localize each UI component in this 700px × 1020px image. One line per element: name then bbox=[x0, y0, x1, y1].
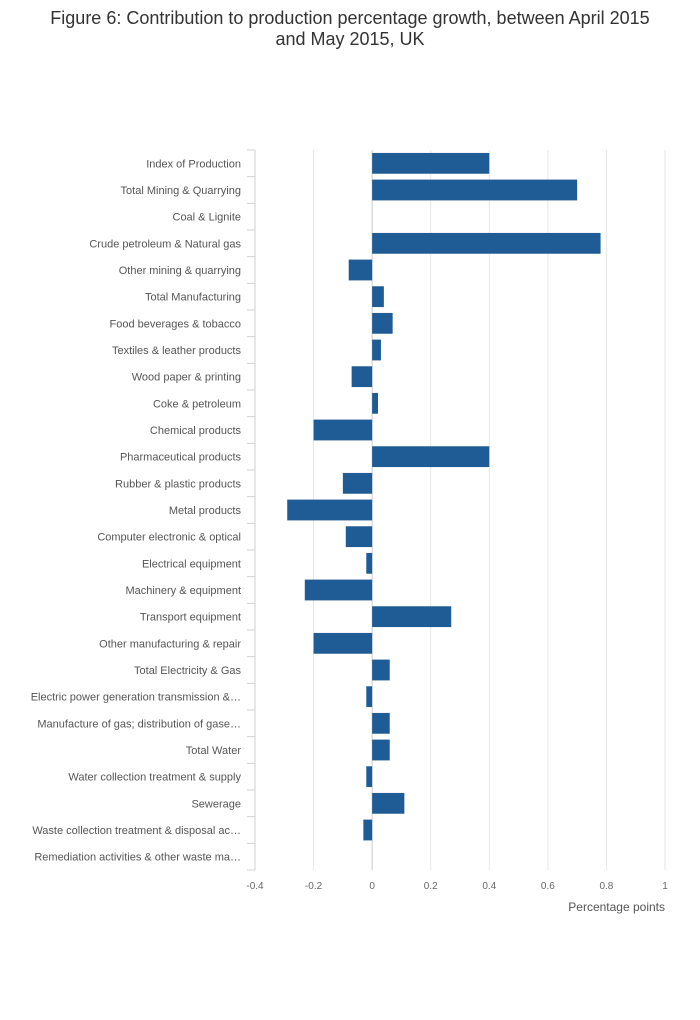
bar bbox=[372, 659, 390, 681]
category-label: Machinery & equipment bbox=[125, 585, 241, 597]
bars bbox=[287, 152, 601, 841]
bar bbox=[372, 312, 393, 334]
bar bbox=[342, 472, 373, 494]
bar bbox=[313, 419, 373, 441]
category-label: Waste collection treatment & disposal ac… bbox=[32, 825, 241, 837]
x-tick-label: 1 bbox=[662, 881, 668, 892]
bar bbox=[366, 686, 373, 708]
chart-title: Figure 6: Contribution to production per… bbox=[50, 8, 649, 49]
y-axis: Index of Production Total Mining & Quarry… bbox=[31, 149, 256, 871]
chart-title-line-2: and May 2015, UK bbox=[275, 29, 424, 49]
bar bbox=[345, 526, 373, 548]
category-label: Metal products bbox=[169, 505, 242, 517]
bar bbox=[372, 739, 390, 761]
bar bbox=[372, 179, 578, 201]
category-label: Remediation activities & other waste ma… bbox=[34, 852, 241, 864]
x-tick-label: 0.8 bbox=[599, 881, 613, 892]
bar bbox=[372, 792, 405, 814]
bar bbox=[372, 152, 490, 174]
category-label: Other mining & quarrying bbox=[119, 265, 241, 277]
category-label: Index of Production bbox=[146, 158, 241, 170]
category-label: Transport equipment bbox=[140, 612, 241, 624]
category-label: Coke & petroleum bbox=[153, 398, 241, 410]
category-label: Electric power generation transmission &… bbox=[31, 692, 241, 704]
x-tick-label: 0 bbox=[369, 881, 375, 892]
x-tick-label: -0.2 bbox=[305, 881, 323, 892]
category-label: Electrical equipment bbox=[142, 558, 241, 570]
category-label: Manufacture of gas; distribution of gase… bbox=[37, 718, 241, 730]
category-label: Textiles & leather products bbox=[112, 345, 242, 357]
category-label: Chemical products bbox=[150, 425, 242, 437]
category-label: Total Water bbox=[186, 745, 242, 757]
category-label: Computer electronic & optical bbox=[97, 532, 241, 544]
x-tick-label: 0.2 bbox=[424, 881, 438, 892]
category-label: Coal & Lignite bbox=[173, 212, 242, 224]
bar bbox=[313, 632, 373, 654]
category-label: Rubber & plastic products bbox=[115, 478, 241, 490]
category-label: Other manufacturing & repair bbox=[99, 638, 241, 650]
category-label: Total Manufacturing bbox=[145, 292, 241, 304]
bar bbox=[287, 499, 373, 521]
bar bbox=[372, 232, 601, 254]
category-label: Crude petroleum & Natural gas bbox=[89, 238, 241, 250]
bar bbox=[304, 579, 373, 601]
bar bbox=[372, 392, 378, 414]
x-tick-label: -0.4 bbox=[246, 881, 264, 892]
category-label: Food beverages & tobacco bbox=[110, 318, 241, 330]
category-label: Water collection treatment & supply bbox=[68, 772, 241, 784]
bar bbox=[363, 819, 373, 841]
category-label: Sewerage bbox=[191, 798, 241, 810]
bar bbox=[351, 366, 373, 388]
bar bbox=[366, 766, 373, 788]
category-label: Total Mining & Quarrying bbox=[121, 185, 241, 197]
bar bbox=[372, 446, 490, 468]
bar bbox=[366, 552, 373, 574]
x-tick-label: 0.6 bbox=[541, 881, 555, 892]
bar bbox=[348, 259, 373, 281]
x-axis-title: Percentage points bbox=[568, 900, 665, 914]
x-axis: -0.4 -0.2 0 0.2 0.4 0.6 0.8 1 bbox=[246, 881, 668, 892]
chart-title-line-1: Figure 6: Contribution to production per… bbox=[50, 8, 649, 28]
category-label: Total Electricity & Gas bbox=[134, 665, 241, 677]
bar bbox=[372, 286, 384, 308]
category-label: Pharmaceutical products bbox=[120, 452, 242, 464]
bar bbox=[372, 339, 381, 361]
category-label: Wood paper & printing bbox=[132, 372, 241, 384]
bar bbox=[372, 606, 452, 628]
x-tick-label: 0.4 bbox=[482, 881, 496, 892]
bar bbox=[372, 712, 390, 734]
